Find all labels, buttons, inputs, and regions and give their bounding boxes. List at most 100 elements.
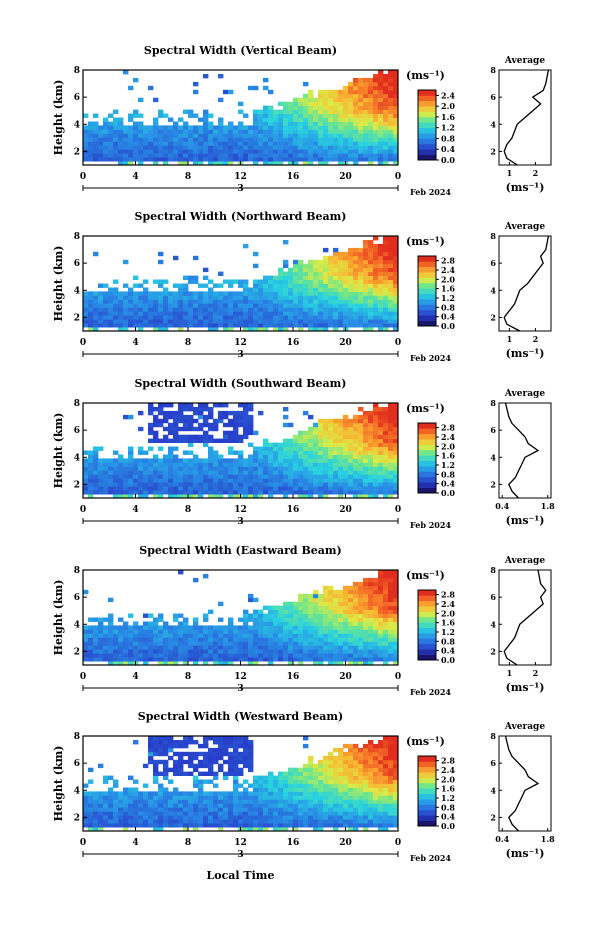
- heatmap-cell: [343, 426, 349, 432]
- heatmap-cell: [83, 137, 89, 142]
- heatmap-cell: [198, 482, 204, 487]
- heatmap-cell: [203, 791, 209, 796]
- heatmap-cell: [158, 137, 164, 142]
- heatmap-cell: [83, 462, 89, 467]
- heatmap-cell: [168, 478, 174, 483]
- heatmap-cell: [148, 791, 154, 796]
- heatmap-cell: [378, 574, 384, 579]
- heatmap-cell: [153, 747, 159, 753]
- heatmap-cell: [278, 629, 284, 634]
- heatmap-cell: [393, 466, 399, 471]
- heatmap-cell: [213, 315, 219, 320]
- heatmap-cell: [368, 458, 374, 463]
- heatmap-cell: [203, 641, 209, 646]
- heatmap-cell: [338, 779, 344, 784]
- heatmap-cell: [233, 783, 239, 788]
- heatmap-cell: [378, 633, 384, 638]
- heatmap-cell: [218, 133, 224, 138]
- heatmap-cell: [203, 751, 209, 757]
- heatmap-cell: [113, 291, 119, 296]
- heatmap-cell: [183, 621, 189, 626]
- heatmap-cell: [308, 141, 314, 146]
- heatmap-cell: [158, 494, 164, 499]
- heatmap-cell: [243, 486, 249, 491]
- heatmap-cell: [283, 779, 289, 784]
- heatmap-cell: [273, 153, 279, 158]
- heatmap-cell: [153, 414, 159, 420]
- heatmap-cell: [148, 430, 154, 436]
- heatmap-cell: [223, 315, 229, 320]
- heatmap-cell: [343, 609, 349, 614]
- heatmap-cell: [133, 299, 139, 304]
- heatmap-cell: [108, 153, 114, 158]
- heatmap-cell: [308, 117, 314, 122]
- heatmap-cell: [163, 787, 169, 792]
- heatmap-cell: [183, 637, 189, 642]
- heatmap-cell: [153, 478, 159, 483]
- heatmap-cell: [353, 478, 359, 483]
- heatmap-cell: [208, 653, 214, 658]
- heatmap-cell: [148, 149, 154, 154]
- heatmap-cell: [103, 462, 109, 467]
- colorbar-bin: [418, 466, 436, 472]
- heatmap-cell: [203, 267, 209, 273]
- heatmap-cell: [263, 641, 269, 646]
- heatmap-cell: [103, 303, 109, 308]
- heatmap-cell: [258, 637, 264, 642]
- heatmap-cell: [378, 271, 384, 276]
- heatmap-cell: [153, 129, 159, 134]
- heatmap-cell: [168, 125, 174, 130]
- x-tick-label: 4: [132, 505, 138, 515]
- heatmap-cell: [278, 462, 284, 467]
- heatmap-cell: [368, 275, 374, 280]
- heatmap-cell: [393, 450, 399, 455]
- heatmap-cell: [188, 815, 194, 820]
- heatmap-cell: [308, 133, 314, 138]
- heatmap-cell: [348, 759, 354, 765]
- heatmap-cell: [323, 767, 329, 773]
- heatmap-cell: [208, 422, 214, 428]
- heatmap-cell: [378, 613, 384, 618]
- heatmap-cell: [383, 609, 389, 614]
- colorbar-bin: [418, 122, 436, 128]
- heatmap-cell: [368, 251, 374, 257]
- heatmap-cell: [348, 807, 354, 812]
- heatmap-cell: [313, 621, 319, 626]
- heatmap-cell: [183, 121, 189, 126]
- heatmap-cell: [383, 613, 389, 618]
- heatmap-cell: [363, 283, 369, 288]
- heatmap-cell: [243, 470, 249, 475]
- heatmap-cell: [208, 125, 214, 130]
- heatmap-cell: [213, 327, 219, 332]
- heatmap-cell: [383, 490, 389, 495]
- heatmap-cell: [158, 795, 164, 800]
- heatmap-cell: [288, 141, 294, 146]
- heatmap-cell: [328, 117, 334, 122]
- heatmap-cell: [243, 641, 249, 646]
- heatmap-cell: [388, 287, 394, 292]
- heatmap-cell: [383, 303, 389, 308]
- heatmap-cell: [303, 653, 309, 658]
- heatmap-cell: [378, 307, 384, 312]
- heatmap-cell: [103, 633, 109, 638]
- heatmap-cell: [293, 458, 299, 463]
- heatmap-cell: [313, 303, 319, 308]
- heatmap-cell: [218, 295, 224, 300]
- heatmap-cell: [163, 751, 169, 757]
- heatmap-cell: [303, 271, 309, 276]
- colorbar-bin: [418, 293, 436, 300]
- heatmap-cell: [153, 157, 159, 162]
- heatmap-cell: [323, 653, 329, 658]
- heatmap-cell: [193, 823, 199, 828]
- heatmap-cell: [353, 414, 359, 420]
- heatmap-cell: [153, 458, 159, 463]
- heatmap-cell: [208, 414, 214, 420]
- heatmap-cell: [393, 319, 399, 324]
- heatmap-cell: [173, 129, 179, 134]
- heatmap-cell: [313, 97, 319, 103]
- heatmap-cell: [288, 454, 294, 459]
- heatmap-cell: [148, 474, 154, 479]
- heatmap-cell: [288, 275, 294, 280]
- heatmap-cell: [348, 633, 354, 638]
- heatmap-cell: [163, 645, 169, 650]
